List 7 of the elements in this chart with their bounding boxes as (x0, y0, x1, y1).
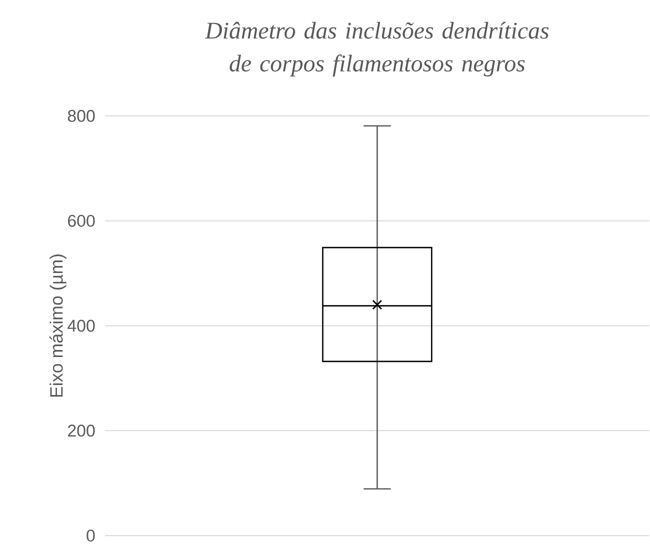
y-tick-label: 0 (86, 530, 95, 542)
y-tick-label: 800 (68, 110, 95, 122)
y-tick-label: 400 (68, 320, 95, 332)
y-tick-label: 600 (68, 214, 95, 227)
chart-title: Diâmetro das inclusões dendríticas de corpos filamentosos negros (204, 22, 549, 76)
y-axis-title: Eixo máximo (µm) (49, 254, 66, 397)
y-tick-label: 200 (68, 424, 95, 437)
